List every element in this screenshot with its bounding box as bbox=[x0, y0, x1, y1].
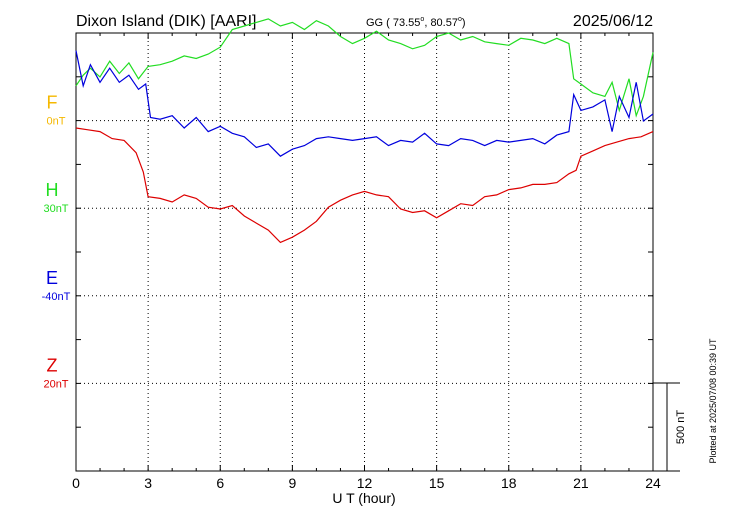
coords-label: GG ( 73.55o, 80.57o) bbox=[366, 16, 466, 29]
x-tick-label: 21 bbox=[573, 475, 589, 491]
axis-ticks: 0 3 6 9 12 15 18 21 24 bbox=[72, 32, 661, 491]
series-name-E: E bbox=[46, 268, 58, 288]
series-line-H bbox=[75, 18, 654, 118]
x-tick-label: 24 bbox=[645, 475, 661, 491]
x-tick-label: 18 bbox=[501, 475, 517, 491]
grid bbox=[76, 33, 653, 471]
series-baseline-H: 30nT bbox=[43, 203, 68, 215]
station-title: Dixon Island (DIK) [AARI] bbox=[76, 13, 257, 30]
x-tick-label: 0 bbox=[72, 475, 80, 491]
series-line-E bbox=[75, 50, 654, 157]
series-baseline-E: -40nT bbox=[42, 291, 71, 303]
series-name-F: F bbox=[47, 93, 58, 113]
series-name-Z: Z bbox=[47, 355, 58, 375]
series-baseline-Z: 20nT bbox=[43, 378, 68, 390]
series-baseline-F: 0nT bbox=[47, 116, 66, 128]
series-layer bbox=[75, 18, 654, 244]
series-labels: F 0nT H 30nT E -40nT Z 20nT bbox=[42, 93, 71, 391]
x-tick-label: 15 bbox=[429, 475, 445, 491]
x-tick-label: 6 bbox=[216, 475, 224, 491]
series-line-Z bbox=[75, 127, 654, 244]
plotted-note: Plotted at 2025/07/08 00:39 UT bbox=[708, 338, 718, 464]
x-tick-label: 12 bbox=[357, 475, 373, 491]
date-label: 2025/06/12 bbox=[573, 13, 653, 30]
x-tick-label: 3 bbox=[144, 475, 152, 491]
x-axis-label: U T (hour) bbox=[332, 490, 395, 506]
scale-bar: 500 nT bbox=[653, 382, 687, 472]
scale-bar-label: 500 nT bbox=[675, 410, 687, 445]
series-name-H: H bbox=[46, 180, 59, 200]
x-tick-label: 9 bbox=[288, 475, 296, 491]
